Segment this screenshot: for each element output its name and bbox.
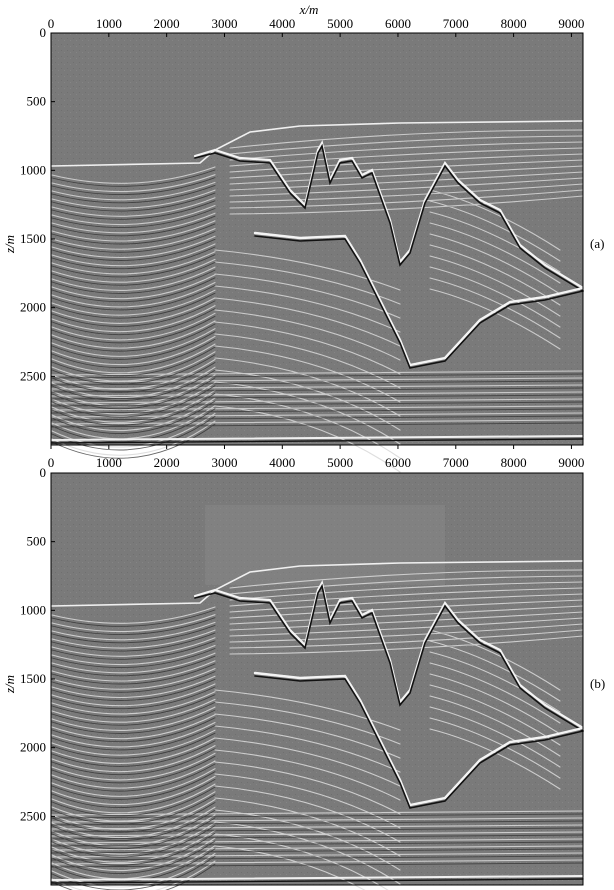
x-axis-title: x/m [299, 2, 319, 17]
z-tick-label: 0 [40, 465, 47, 480]
x-tick-label: 8000 [501, 455, 527, 470]
x-axis-middle: 0 1000 2000 3000 4000 5000 6000 7000 8000 9000 [48, 445, 584, 470]
x-tick-label: 0 [48, 16, 55, 31]
z-tick-label: 1000 [20, 162, 46, 177]
x-tick-label: 7000 [443, 455, 469, 470]
x-tick-label: 9000 [558, 16, 584, 31]
x-tick-label: 2000 [154, 455, 180, 470]
x-tick-label: 5000 [327, 16, 353, 31]
salt-top-b [193, 579, 585, 730]
z-tick-label: 1500 [20, 671, 46, 686]
x-tick-label: 6000 [385, 455, 411, 470]
panel-a [50, 32, 585, 473]
panel-label-a: (a) [590, 236, 604, 251]
x-tick-label: 1000 [96, 455, 122, 470]
z-tick-label: 2000 [20, 300, 46, 315]
x-tick-label: 8000 [501, 16, 527, 31]
x-tick-label: 5000 [327, 455, 353, 470]
z-axis-panel-a: 0 500 1000 1500 2000 2500 [20, 25, 55, 383]
z-axis-title-b: z/m [2, 675, 17, 694]
x-tick-label: 1000 [96, 16, 122, 31]
x-tick-label: 3000 [211, 455, 237, 470]
x-axis-top: 0 1000 2000 3000 4000 5000 6000 7000 8000 9000 [48, 16, 584, 37]
x-tick-label: 3000 [211, 16, 237, 31]
panel-b-reflectors [51, 560, 585, 890]
salt-base-a [253, 231, 585, 367]
migration-artifact-zone [205, 505, 445, 585]
z-axis-title-a: z/m [2, 235, 17, 254]
z-tick-label: 2500 [20, 808, 46, 823]
salt-top-a [193, 139, 585, 290]
x-tick-label: 7000 [443, 16, 469, 31]
water-bottom-a [51, 120, 584, 167]
panel-label-b: (b) [590, 676, 605, 691]
x-tick-label: 9000 [558, 455, 584, 470]
x-tick-label: 2000 [154, 16, 180, 31]
panel-a-reflectors [51, 120, 585, 473]
panel-b [50, 472, 585, 890]
z-tick-label: 500 [27, 94, 47, 109]
x-tick-label: 4000 [269, 455, 295, 470]
z-tick-label: 1500 [20, 231, 46, 246]
x-tick-label: 6000 [385, 16, 411, 31]
z-axis-panel-b: 0 500 1000 1500 2000 2500 [20, 465, 55, 823]
salt-base-b [253, 671, 585, 807]
x-tick-label: 0 [48, 455, 55, 470]
z-tick-label: 0 [40, 25, 47, 40]
z-tick-label: 500 [27, 534, 47, 549]
z-tick-label: 2000 [20, 740, 46, 755]
z-tick-label: 2500 [20, 368, 46, 383]
z-tick-label: 1000 [20, 602, 46, 617]
water-bottom-b [51, 560, 584, 607]
x-tick-label: 4000 [269, 16, 295, 31]
